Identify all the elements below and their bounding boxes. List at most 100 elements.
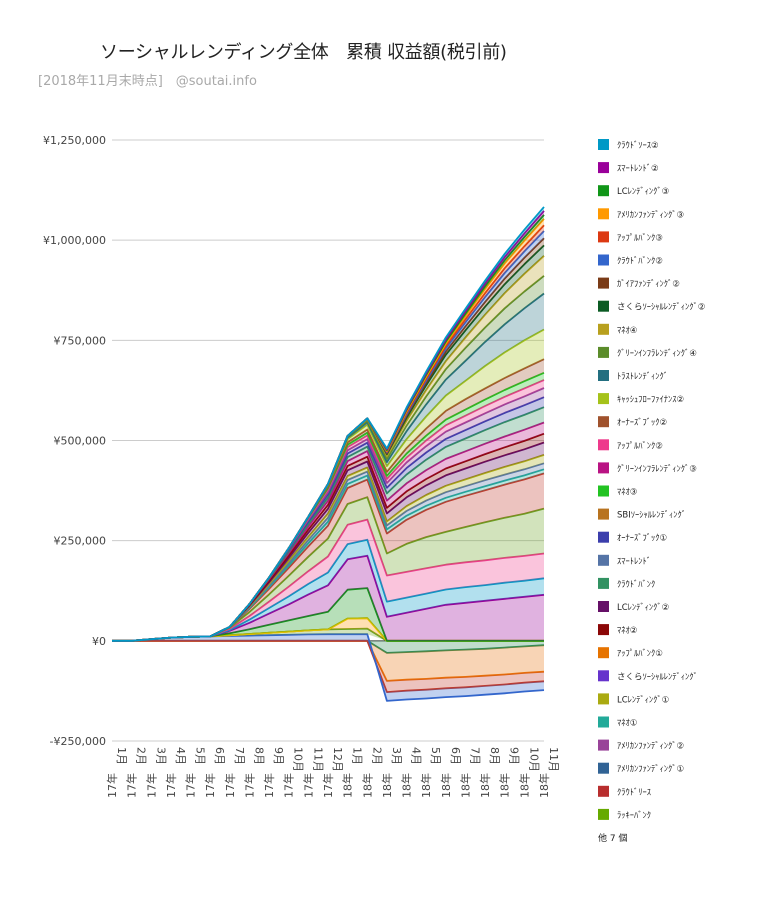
x-tick-year: 18年: [380, 773, 394, 798]
legend-item[interactable]: ﾏﾈｵ③: [598, 485, 637, 498]
y-tick-label: ¥250,000: [54, 535, 107, 548]
legend-item[interactable]: ｵｰﾅｰｽﾞﾌﾞｯｸ①: [598, 531, 667, 544]
legend-item[interactable]: ｱﾒﾘｶﾝﾌｧﾝﾃﾞｨﾝｸﾞ②: [598, 739, 684, 752]
legend-item[interactable]: LCﾚﾝﾃﾞｨﾝｸﾞ③: [598, 185, 669, 197]
legend-swatch: [598, 139, 609, 150]
legend-label: ﾏﾈｵ①: [617, 719, 637, 729]
legend-label: ﾏﾈｵ③: [617, 488, 637, 498]
legend-label: ﾏﾈｵ②: [617, 626, 637, 636]
legend-item[interactable]: ｸﾗｳﾄﾞﾘｰｽ: [598, 785, 651, 798]
legend-item[interactable]: ｸﾞﾘｰﾝｲﾝﾌﾗﾚﾝﾃﾞｨﾝｸﾞ③: [598, 462, 697, 474]
legend-item[interactable]: さくらｿｰｼｬﾙﾚﾝﾃﾞｨﾝｸﾞ②: [598, 300, 705, 313]
legend-label: ｽﾏｰﾄﾚﾝﾄﾞ②: [617, 164, 659, 174]
legend-item[interactable]: ｱﾒﾘｶﾝﾌｧﾝﾃﾞｨﾝｸﾞ①: [598, 762, 684, 775]
legend-swatch: [598, 231, 609, 243]
x-tick-year: 17年: [301, 773, 315, 798]
x-tick-month: 6月: [449, 747, 462, 765]
legend-item[interactable]: ｸﾗｳﾄﾞｿｰｽ②: [598, 139, 659, 151]
area-line: [112, 206, 545, 642]
area-fill: [112, 519, 544, 641]
area-fill: [112, 640, 544, 681]
legend-item[interactable]: ﾄﾗｽﾄﾚﾝﾃﾞｨﾝｸﾞ: [598, 370, 668, 382]
legend-swatch: [598, 693, 609, 705]
legend-label: さくらｿｰｼｬﾙﾚﾝﾃﾞｨﾝｸﾞ: [617, 672, 698, 682]
x-tick-month: 2月: [370, 747, 383, 765]
legend-item[interactable]: ｱｯﾌﾟﾙﾊﾞﾝｸ②: [598, 439, 663, 451]
x-tick-month: 9月: [272, 747, 285, 765]
area-fill: [112, 433, 544, 641]
area-fill: [112, 628, 544, 641]
legend-item[interactable]: ｶﾞｲｱﾌｧﾝﾃﾞｨﾝｸﾞ②: [598, 277, 680, 290]
legend-item[interactable]: ｸﾗｳﾄﾞﾊﾞﾝｸ: [598, 577, 655, 590]
y-tick-label: ¥0: [92, 635, 106, 648]
x-tick-month: 9月: [508, 747, 521, 765]
legend-label: ｱﾒﾘｶﾝﾌｧﾝﾃﾞｨﾝｸﾞ②: [617, 742, 684, 752]
legend-swatch: [598, 393, 609, 405]
legend-item[interactable]: ｸﾗｳﾄﾞﾊﾞﾝｸ②: [598, 254, 663, 267]
legend-swatch: [598, 716, 609, 728]
legend-swatch: [598, 577, 609, 589]
legend-label: ｱﾒﾘｶﾝﾌｧﾝﾃﾞｨﾝｸﾞ③: [617, 210, 684, 220]
y-tick-label: ¥750,000: [54, 334, 107, 347]
legend-label: ﾗｯｷｰﾊﾞﾝｸ: [617, 811, 651, 821]
legend-label: ｸﾗｳﾄﾞﾊﾞﾝｸ②: [617, 257, 663, 267]
area-line: [112, 639, 545, 693]
x-tick-month: 11月: [311, 747, 324, 772]
x-tick-month: 5月: [194, 747, 207, 765]
legend-label: LCﾚﾝﾃﾞｨﾝｸﾞ②: [617, 603, 669, 613]
area-fill: [112, 359, 544, 641]
legend-item[interactable]: ｵｰﾅｰｽﾞﾌﾞｯｸ②: [598, 416, 667, 428]
legend-item[interactable]: ｽﾏｰﾄﾚﾝﾄﾞ: [598, 554, 651, 567]
legend-label: さくらｿｰｼｬﾙﾚﾝﾃﾞｨﾝｸﾞ②: [617, 303, 705, 313]
legend-item[interactable]: ｽﾏｰﾄﾚﾝﾄﾞ②: [598, 162, 659, 174]
legend-item[interactable]: ｱｯﾌﾟﾙﾊﾞﾝｸ①: [598, 647, 663, 659]
x-tick-month: 5月: [429, 747, 442, 765]
legend-item[interactable]: ｷｬｯｼｭﾌﾛｰﾌｧｲﾅﾝｽ②: [598, 393, 684, 405]
legend-swatch: [598, 416, 609, 428]
legend-swatch: [598, 647, 609, 659]
legend-item[interactable]: ﾗｯｷｰﾊﾞﾝｸ: [598, 808, 651, 821]
legend-swatch: [598, 185, 609, 197]
x-tick-month: 1月: [115, 747, 128, 765]
x-tick-year: 17年: [184, 773, 198, 798]
x-tick-year: 17年: [125, 773, 139, 798]
legend-item[interactable]: LCﾚﾝﾃﾞｨﾝｸﾞ①: [598, 693, 669, 705]
x-tick-year: 18年: [360, 773, 374, 798]
y-tick-label: ¥1,250,000: [43, 134, 106, 147]
area-fill: [112, 539, 544, 641]
legend-label: ﾏﾈｵ④: [617, 326, 637, 336]
x-tick-month: 12月: [331, 747, 344, 772]
legend-label: ｸﾞﾘｰﾝｲﾝﾌﾗﾚﾝﾃﾞｨﾝｸﾞ③: [617, 464, 697, 474]
legend-label: ｵｰﾅｰｽﾞﾌﾞｯｸ②: [617, 418, 667, 428]
area-fill: [112, 555, 544, 641]
x-tick-year: 17年: [282, 773, 296, 798]
x-axis: 17年1月17年2月17年3月17年4月17年5月17年6月17年7月17年8月…: [105, 747, 560, 798]
legend-item[interactable]: さくらｿｰｼｬﾙﾚﾝﾃﾞｨﾝｸﾞ: [598, 670, 698, 682]
y-tick-label: ¥1,000,000: [43, 234, 106, 247]
legend-more-link[interactable]: 他 7 個: [598, 832, 627, 844]
legend-item[interactable]: ﾏﾈｵ④: [598, 323, 637, 336]
legend-item[interactable]: ｱｯﾌﾟﾙﾊﾞﾝｸ③: [598, 231, 663, 243]
legend-swatch: [598, 762, 609, 774]
legend-item[interactable]: ﾏﾈｵ②: [598, 624, 637, 636]
legend-label: ｱｯﾌﾟﾙﾊﾞﾝｸ①: [617, 649, 663, 659]
y-tick-label: ¥500,000: [54, 435, 107, 448]
chart-subtitle: [2018年11月末時点] @soutai.info: [38, 74, 257, 89]
legend-item[interactable]: ｱﾒﾘｶﾝﾌｧﾝﾃﾞｨﾝｸﾞ③: [598, 208, 684, 220]
legend-label: ｸﾗｳﾄﾞｿｰｽ②: [617, 141, 659, 151]
legend-item[interactable]: SBIｿｰｼｬﾙﾚﾝﾃﾞｨﾝｸﾞ: [598, 508, 686, 521]
legend-label: ﾄﾗｽﾄﾚﾝﾃﾞｨﾝｸﾞ: [617, 372, 668, 382]
legend-item[interactable]: ｸﾞﾘｰﾝｲﾝﾌﾗﾚﾝﾃﾞｨﾝｸﾞ④: [598, 346, 697, 359]
area-fill: [112, 397, 544, 641]
legend-item[interactable]: ﾏﾈｵ①: [598, 716, 637, 729]
x-tick-year: 18年: [439, 773, 453, 798]
legend-item[interactable]: LCﾚﾝﾃﾞｨﾝｸﾞ②: [598, 601, 669, 613]
legend-label: LCﾚﾝﾃﾞｨﾝｸﾞ③: [617, 187, 669, 197]
